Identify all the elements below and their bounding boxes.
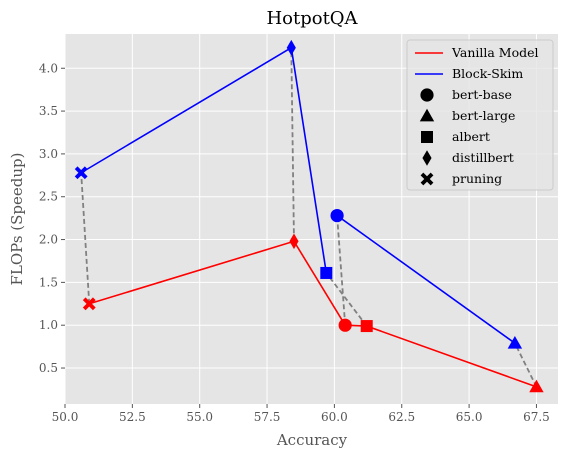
triangle-icon: [419, 108, 435, 122]
legend-label: pruning: [452, 171, 502, 186]
connector-bert-base: [336, 215, 347, 326]
x-stroke-2: [420, 172, 434, 186]
y-tick-label: 1.0: [39, 318, 58, 332]
legend-label: bert-base: [452, 87, 512, 102]
x-axis-label: Accuracy: [276, 431, 348, 449]
legend-label: albert: [452, 129, 490, 144]
x-tick-label: 62.5: [388, 410, 415, 424]
x-tick-label: 50.0: [52, 410, 79, 424]
block-skim-point-bert-large: [507, 335, 523, 349]
connector-distillbert: [290, 47, 295, 242]
y-tick-label: 1.5: [39, 275, 58, 289]
y-tick-label: 3.0: [39, 147, 58, 161]
chart-title: HotpotQA: [266, 8, 358, 29]
x-tick-label: 52.5: [119, 410, 146, 424]
x-stroke-2: [82, 297, 96, 311]
connector-lines: [80, 47, 538, 388]
y-axis-label: FLOPs (Speedup): [8, 152, 26, 285]
y-tick-label: 2.5: [39, 190, 58, 204]
block-skim-point-pruning: [74, 166, 88, 180]
y-tick-label: 3.5: [39, 104, 58, 118]
block-skim-point-distillbert: [286, 39, 296, 56]
x-icon: [420, 172, 434, 186]
data-markers: [74, 39, 544, 393]
connector-albert: [325, 272, 368, 327]
vanilla-point-albert: [360, 320, 373, 333]
y-tick-label: 2.0: [39, 233, 58, 247]
legend: Vanilla Model Block-Skim bert-base bert-lar…: [406, 39, 554, 191]
x-tick-label: 57.5: [254, 410, 281, 424]
block-skim-point-bert-base: [330, 208, 344, 223]
connector-bert-large: [514, 342, 538, 388]
vanilla-point-bert-large: [529, 379, 544, 393]
legend-label: distillbert: [452, 150, 514, 165]
legend-label: Block-Skim: [452, 66, 523, 81]
y-axis-ticks: 0.5 1.0 1.5 2.0 2.5 3.0 3.5 4.0: [39, 61, 65, 375]
vanilla-point-bert-base: [338, 318, 352, 332]
legend-label: bert-large: [452, 108, 515, 123]
connector-pruning: [80, 172, 91, 304]
block-skim-point-albert: [320, 266, 333, 279]
block-skim-line-2: [336, 214, 516, 344]
circle-icon: [420, 88, 434, 102]
x-tick-label: 67.5: [523, 410, 550, 424]
square-icon: [421, 131, 433, 143]
y-tick-label: 0.5: [39, 361, 58, 375]
legend-label: Vanilla Model: [451, 45, 539, 60]
x-stroke-2: [74, 166, 88, 180]
diamond-icon: [422, 150, 432, 166]
x-tick-label: 60.0: [321, 410, 348, 424]
y-tick-label: 4.0: [39, 61, 58, 75]
legend-box: [406, 39, 554, 191]
x-axis-ticks: 50.0 52.5 55.0 57.5 60.0 62.5 65.0 67.5: [52, 404, 550, 424]
x-tick-label: 55.0: [186, 410, 213, 424]
vanilla-point-distillbert: [289, 233, 299, 250]
vanilla-point-pruning: [82, 297, 96, 311]
x-tick-label: 65.0: [456, 410, 483, 424]
